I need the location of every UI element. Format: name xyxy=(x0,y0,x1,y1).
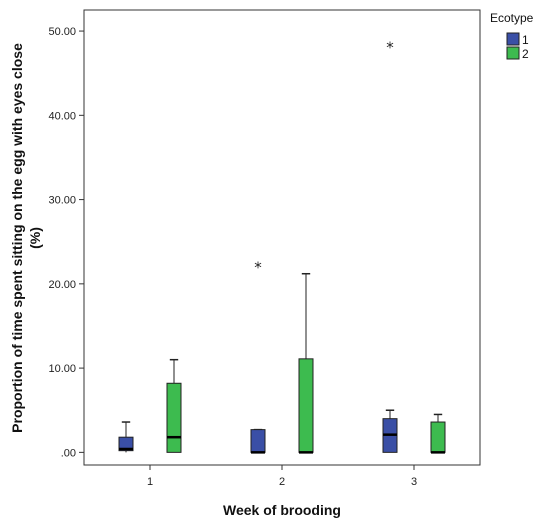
y-tick-label: .00 xyxy=(61,447,76,459)
legend-title: Ecotype xyxy=(490,11,534,25)
box xyxy=(298,358,314,453)
x-tick-label: 1 xyxy=(147,476,153,488)
legend: Ecotype 1 2 xyxy=(490,11,534,61)
x-tick-label: 2 xyxy=(279,476,285,488)
y-tick-label: 40.00 xyxy=(48,110,76,122)
box xyxy=(250,429,266,453)
x-tick-label: 3 xyxy=(411,476,417,488)
plot-frame xyxy=(83,9,481,466)
legend-label-2: 2 xyxy=(522,47,529,61)
box-series-1-week-3: * xyxy=(382,38,398,453)
outlier-marker: * xyxy=(386,38,394,56)
box-series-2-week-3 xyxy=(430,413,446,454)
legend-swatch-1 xyxy=(506,32,520,46)
box-series-1-week-2: * xyxy=(250,258,266,454)
y-axis-title-line-1: Proportion of time spent sitting on the … xyxy=(9,43,25,433)
box-series-1-week-1 xyxy=(118,421,134,453)
y-tick-label: 30.00 xyxy=(48,195,76,207)
box-series: ** xyxy=(118,38,446,454)
y-tick-label: 50.00 xyxy=(48,26,76,38)
box-series-2-week-2 xyxy=(298,272,314,454)
box xyxy=(430,421,446,453)
y-axis-ticks: .00 10.00 20.00 30.00 40.00 50.00 xyxy=(48,26,84,459)
x-axis-title: Week of brooding xyxy=(223,502,341,518)
y-axis-title: Proportion of time spent sitting on the … xyxy=(9,43,43,433)
box xyxy=(118,436,134,452)
x-axis-ticks: 1 2 3 xyxy=(147,465,417,488)
y-axis-title-line-2: (%) xyxy=(27,227,43,249)
legend-swatch-2 xyxy=(506,46,520,60)
box xyxy=(166,382,182,453)
y-tick-label: 20.00 xyxy=(48,279,76,291)
y-tick-label: 10.00 xyxy=(48,363,76,375)
outlier-marker: * xyxy=(254,258,262,276)
box-series-2-week-1 xyxy=(166,358,182,453)
legend-label-1: 1 xyxy=(522,33,529,47)
